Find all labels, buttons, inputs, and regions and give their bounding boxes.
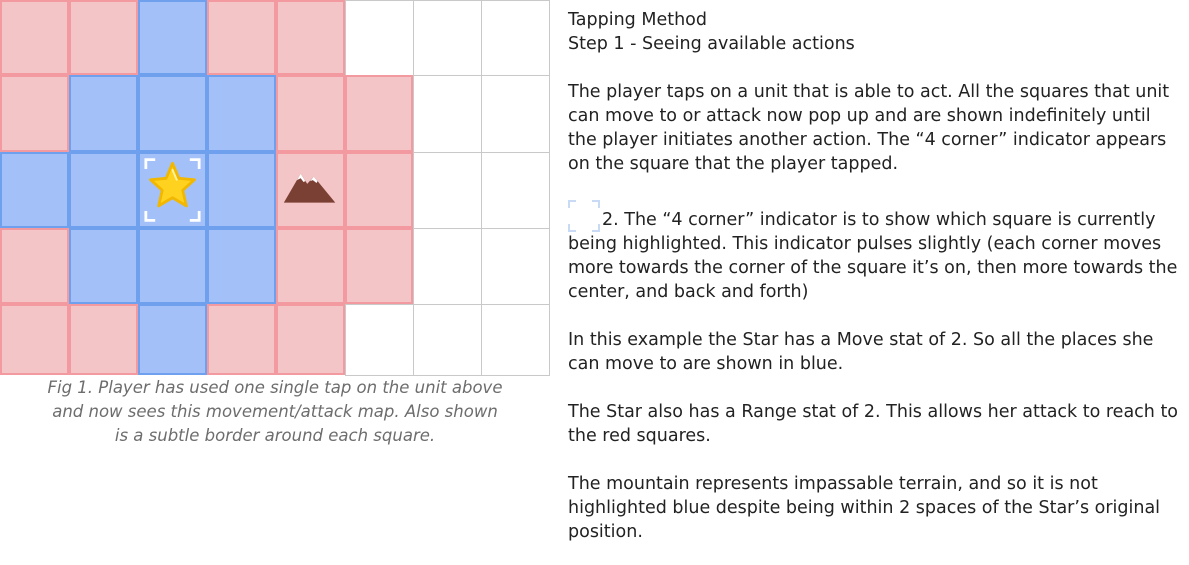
paragraph-indicator-text: 2. The “4 corner” indicator is to show w… [568,210,1178,302]
mountain-icon [283,173,336,203]
corner-indicator-icon [144,158,201,222]
grid-cell-empty[interactable] [413,75,482,153]
grid-cell-move[interactable] [138,304,207,375]
grid-cell-attack[interactable] [207,0,276,75]
grid-cell-attack[interactable] [0,304,69,375]
grid-cell-attack[interactable] [69,304,138,375]
grid-cell-move[interactable] [69,228,138,304]
grid-cell-empty[interactable] [481,304,550,376]
grid-cell-empty[interactable] [481,152,550,229]
grid-cell-move[interactable] [207,75,276,152]
grid-cell-attack[interactable] [276,228,345,304]
grid-cell-attack[interactable] [207,304,276,375]
corner-indicator-icon [568,200,600,232]
section-subtitle: Step 1 - Seeing available actions [568,34,855,54]
grid-cell-attack[interactable] [0,228,69,304]
grid-cell-attack[interactable] [0,75,69,152]
grid-cell-empty[interactable] [481,75,550,153]
paragraph-indicator: 2. The “4 corner” indicator is to show w… [568,200,1183,304]
tactics-grid [0,0,550,376]
grid-cell-move[interactable] [138,0,207,75]
caption-line: and now sees this movement/attack map. A… [52,402,498,421]
grid-cell-empty[interactable] [345,0,414,76]
figure-caption: Fig 1. Player has used one single tap on… [20,376,530,448]
caption-line: Fig 1. Player has used one single tap on… [47,378,503,397]
paragraph-mountain: The mountain represents impassable terra… [568,474,1161,542]
grid-cell-move[interactable] [138,152,207,228]
grid-cell-attack[interactable] [345,75,413,152]
paragraph-range: The Star also has a Range stat of 2. Thi… [568,402,1179,446]
section-title: Tapping Method [568,10,707,30]
grid-cell-move[interactable] [0,152,69,228]
grid-cell-move[interactable] [69,75,138,152]
grid-cell-attack[interactable] [345,152,413,228]
grid-cell-move[interactable] [207,228,276,304]
description-panel: Tapping Method Step 1 - Seeing available… [568,8,1183,544]
grid-cell-move[interactable] [138,228,207,304]
grid-cell-empty[interactable] [481,0,550,76]
grid-cell-empty[interactable] [481,228,550,305]
grid-cell-empty[interactable] [413,152,482,229]
grid-cell-attack[interactable] [0,0,69,75]
grid-cell-attack[interactable] [276,304,345,375]
grid-cell-attack[interactable] [276,75,345,152]
grid-cell-empty[interactable] [413,228,482,305]
star-icon[interactable] [140,154,205,226]
grid-cell-attack[interactable] [345,228,413,304]
grid-cell-empty[interactable] [413,304,482,376]
grid-cell-move[interactable] [207,152,276,228]
paragraph-move: In this example the Star has a Move stat… [568,330,1154,374]
grid-cell-attack[interactable] [276,0,345,75]
grid-cell-attack[interactable] [276,152,345,228]
paragraph-tap: The player taps on a unit that is able t… [568,82,1170,174]
grid-cell-attack[interactable] [69,0,138,75]
grid-cell-empty[interactable] [345,304,414,376]
grid-cell-move[interactable] [138,75,207,152]
grid-cell-move[interactable] [69,152,138,228]
grid-cell-empty[interactable] [413,0,482,76]
caption-line: is a subtle border around each square. [114,426,436,445]
